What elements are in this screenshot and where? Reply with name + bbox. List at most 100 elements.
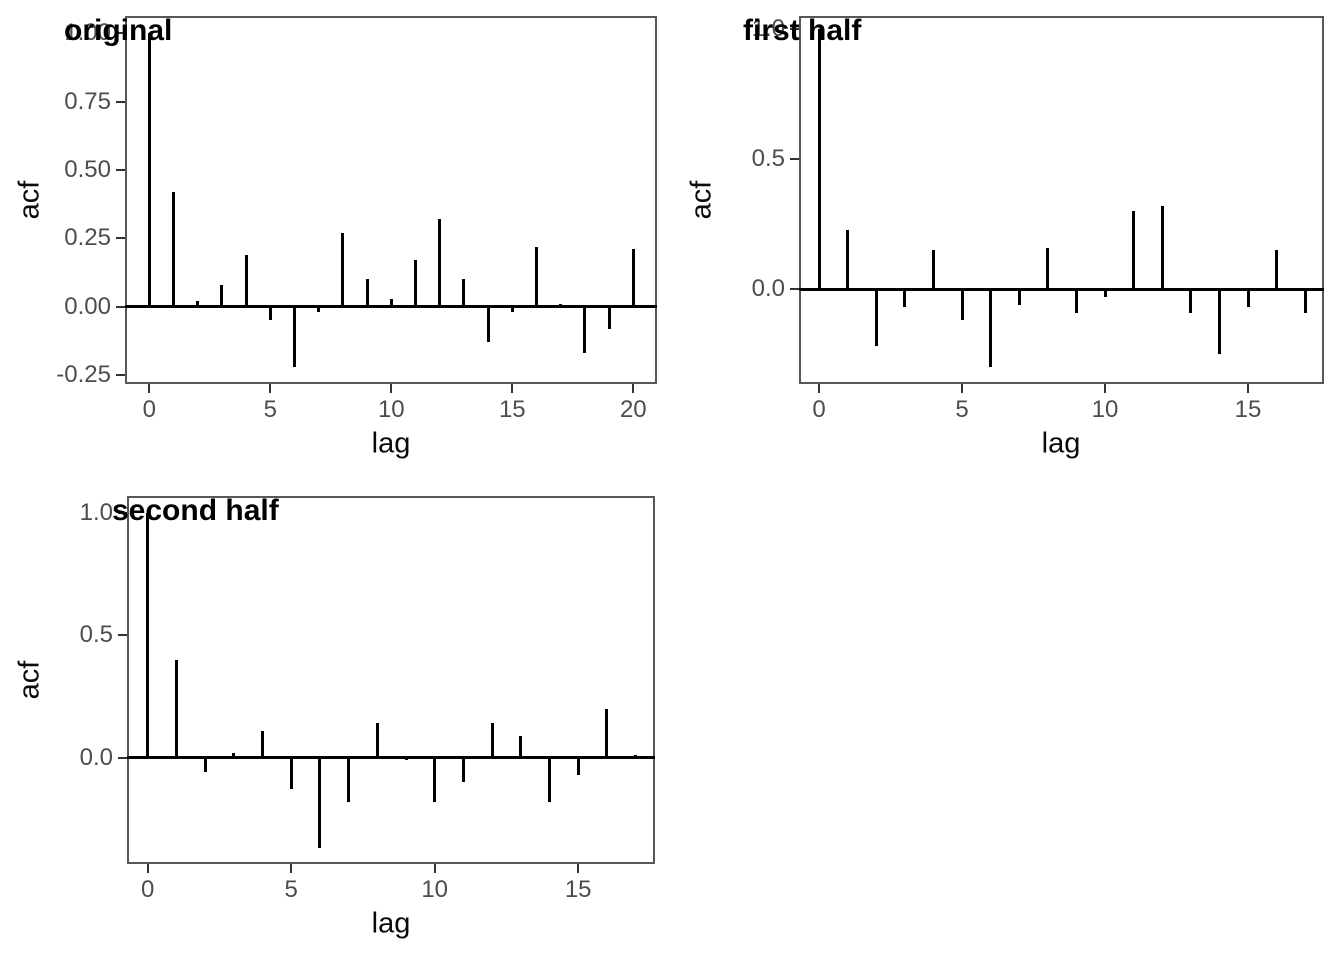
y-tick-label: 0.25 — [64, 224, 111, 252]
acf-bar-lag-15 — [576, 757, 580, 775]
y-tick-mark — [116, 32, 125, 35]
x-tick-label: 5 — [284, 876, 298, 903]
acf-bar-lag-0 — [817, 29, 821, 290]
acf-bar-lag-16 — [535, 246, 538, 307]
plot-title: second half — [112, 494, 279, 527]
acf-bar-lag-5 — [268, 306, 272, 321]
x-tick-label: 0 — [812, 396, 826, 423]
y-tick-mark — [790, 158, 799, 161]
plot-panel — [125, 16, 657, 384]
y-tick-mark — [118, 512, 127, 514]
y-axis-title: acf — [685, 180, 718, 220]
y-tick-label: 1.0 — [751, 15, 785, 43]
acf-bar-lag-4 — [244, 254, 248, 307]
acf-bar-lag-10 — [389, 298, 393, 307]
zero-line — [799, 287, 1324, 291]
acf-bar-lag-14 — [1217, 289, 1221, 355]
plot-panel — [127, 496, 655, 864]
y-tick-label: -0.25 — [56, 361, 111, 389]
y-tick-mark — [116, 169, 125, 172]
acf-bar-lag-17 — [1303, 289, 1307, 313]
plot-title: first half — [743, 14, 862, 47]
acf-bar-lag-11 — [1132, 211, 1136, 290]
acf-bar-lag-12 — [490, 723, 494, 758]
acf-bar-lag-12 — [438, 219, 442, 307]
x-tick-label: 10 — [1091, 396, 1119, 423]
x-tick-mark — [390, 384, 393, 393]
x-tick-mark — [290, 864, 293, 873]
x-tick-label: 0 — [141, 876, 155, 903]
acf-bar-lag-0 — [147, 33, 151, 307]
acf-bar-lag-5 — [960, 289, 964, 321]
y-tick-mark — [790, 288, 799, 291]
acf-bar-lag-9 — [1074, 289, 1078, 313]
y-tick-label: 0.00 — [64, 292, 111, 320]
acf-bar-lag-2 — [874, 289, 878, 347]
acf-bar-lag-8 — [375, 723, 379, 758]
acf-bar-lag-12 — [1160, 206, 1164, 290]
x-tick-mark — [818, 384, 820, 393]
acf-bar-lag-10 — [433, 757, 437, 802]
acf-bar-lag-14 — [486, 306, 490, 343]
acf-bar-lag-16 — [1275, 250, 1279, 290]
acf-bar-lag-20 — [631, 249, 635, 307]
x-tick-mark — [1104, 384, 1106, 393]
acf-bar-lag-15 — [510, 306, 514, 313]
acf-bar-lag-2 — [196, 301, 200, 307]
acf-bar-lag-11 — [414, 260, 417, 307]
y-tick-mark — [118, 634, 127, 637]
x-axis-title: lag — [371, 427, 411, 460]
acf-bar-lag-19 — [607, 306, 611, 329]
acf-bar-lag-6 — [293, 306, 296, 367]
acf-bar-lag-7 — [317, 306, 321, 313]
y-tick-label: 0.0 — [79, 743, 113, 771]
acf-bar-lag-13 — [462, 279, 466, 307]
y-tick-mark — [116, 374, 125, 377]
x-tick-mark — [511, 384, 514, 393]
plot-title: original — [64, 14, 173, 47]
acf-bar-lag-14 — [548, 757, 551, 802]
y-tick-label: 0.75 — [64, 87, 111, 115]
x-tick-label: 0 — [142, 396, 156, 423]
y-tick-label: 0.5 — [751, 145, 785, 173]
acf-bar-lag-4 — [931, 250, 935, 290]
zero-line — [127, 756, 655, 760]
x-tick-mark — [1247, 384, 1249, 393]
acf-bar-lag-10 — [1103, 289, 1107, 298]
y-tick-mark — [116, 305, 125, 308]
acf-bar-lag-1 — [174, 659, 178, 758]
x-tick-label: 5 — [263, 396, 277, 423]
x-tick-label: 10 — [377, 396, 405, 423]
x-tick-label: 15 — [564, 876, 592, 903]
acf-bar-lag-4 — [261, 730, 264, 758]
y-tick-label: 1.00 — [64, 19, 111, 47]
x-tick-mark — [577, 864, 580, 873]
acf-bar-lag-13 — [1189, 289, 1193, 313]
x-tick-label: 5 — [955, 396, 969, 423]
acf-plot-first-half: first half acf lag 1.0 0.5 0.0 0 5 10 15 — [672, 0, 1344, 480]
acf-bar-lag-11 — [461, 757, 465, 783]
y-axis-title: acf — [13, 180, 46, 220]
y-tick-label: 0.5 — [79, 621, 113, 649]
y-tick-label: 0.0 — [751, 275, 785, 303]
acf-bar-lag-6 — [989, 289, 993, 368]
acf-bar-lag-2 — [203, 757, 207, 773]
y-tick-label: 1.0 — [79, 499, 113, 526]
zero-line — [125, 305, 657, 309]
y-tick-mark — [116, 100, 125, 103]
acf-bar-lag-1 — [846, 229, 850, 290]
acf-bar-lag-3 — [220, 284, 224, 307]
acf-bar-lag-9 — [365, 279, 369, 307]
acf-bar-lag-5 — [289, 757, 293, 790]
acf-bar-lag-7 — [1017, 289, 1021, 305]
x-axis-title: lag — [371, 907, 411, 940]
acf-bar-lag-1 — [172, 191, 175, 307]
y-axis-title: acf — [13, 660, 46, 700]
acf-bar-lag-8 — [341, 232, 345, 307]
y-tick-mark — [116, 237, 125, 240]
y-tick-label: 0.50 — [64, 156, 111, 184]
y-tick-mark — [790, 28, 799, 31]
x-tick-label: 15 — [1234, 396, 1262, 423]
x-tick-label: 20 — [619, 396, 647, 423]
